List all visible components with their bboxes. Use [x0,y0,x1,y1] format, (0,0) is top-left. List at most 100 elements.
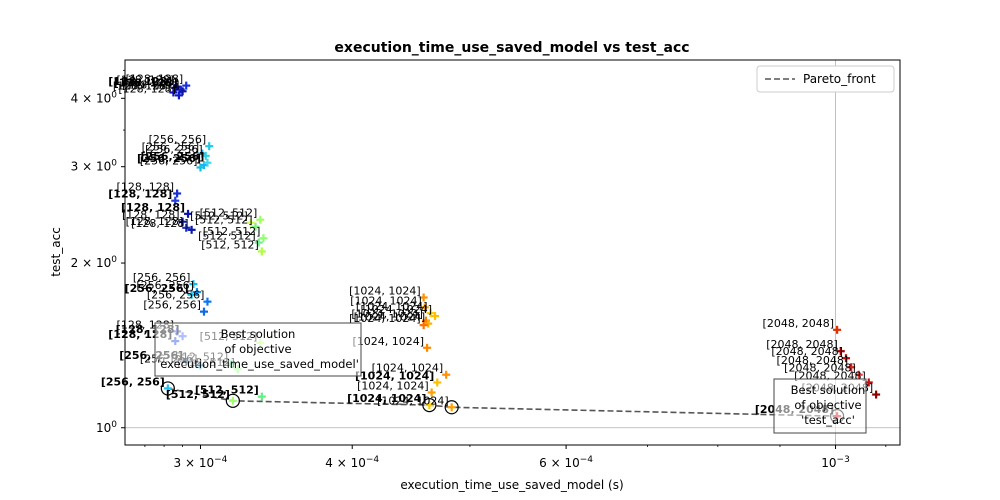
point-label: [512, 512] [195,384,259,397]
point-label: [256, 256] [145,143,203,156]
point-label: [256, 256] [142,141,200,154]
annotation-line: of objective [224,342,291,356]
point-label: [1024, 1024] [377,394,449,407]
data-point [841,354,850,363]
pareto-point-circle [444,400,459,415]
point-label: [128, 128] [108,188,172,201]
data-point [259,234,268,243]
x-tick-label: 3 × 10−4 [174,455,228,470]
y-tick-label: 2 × 100 [71,255,118,270]
point-label: [1024, 1024] [347,392,426,405]
data-point [182,223,191,232]
x-tick-label: 10−3 [821,455,850,470]
data-point [192,288,201,297]
point-label: [128, 128] [122,209,180,222]
data-point [187,290,196,299]
data-point [184,209,193,218]
point-label: [1024, 1024] [354,311,426,324]
y-tick-label: 100 [96,420,117,435]
point-label: [512, 512] [200,207,258,220]
point-label: [1024, 1024] [372,362,444,375]
x-axis-ticks: 3 × 10−4 4 × 10−4 6 × 10−4 10−3 [144,445,887,470]
data-point [433,378,442,387]
data-point [178,217,187,226]
annotation-line: of objective [794,398,861,412]
point-label: [1024, 1024] [357,379,429,392]
point-label: [512, 512] [201,238,259,251]
annotation-line: 'execution_time_use_saved_model' [157,357,359,371]
annotation-box [773,378,867,434]
plot-background [125,60,900,445]
data-point [171,83,180,92]
point-label: [256, 256] [140,154,198,167]
data-point [201,151,210,160]
data-point [423,343,432,352]
point-label: [512, 512] [166,388,230,401]
point-label: [1024, 1024] [360,303,432,316]
data-point [196,163,205,172]
point-label: [1024, 1024] [355,369,434,382]
data-point [854,370,863,379]
data-point [174,91,183,100]
data-point [173,189,182,198]
y-tick-label: 3 × 100 [71,159,118,174]
point-label: [1024, 1024] [351,308,423,321]
point-label: [2048, 2048] [777,354,849,367]
y-tick-label: 4 × 100 [71,90,118,105]
point-label: [2048, 2048] [766,338,838,351]
point-label: [1024, 1024] [356,300,428,313]
point-label: [128, 128] [118,82,176,95]
point-label: [256, 256] [149,133,207,146]
point-label: [2048, 2048] [784,362,856,375]
annotation-line: 'test_acc' [801,413,855,427]
point-label: [128, 128] [121,201,185,214]
point-label: [2048, 2048] [771,345,843,358]
data-point [251,222,260,231]
point-label: [2048, 2048] [763,317,835,330]
point-label: [1024, 1024] [349,312,421,325]
plot-frame [124,59,901,446]
chart-title: execution_time_use_saved_model vs test_a… [334,40,689,56]
data-point [246,218,255,227]
data-point [228,396,237,405]
data-point [178,87,187,96]
data-point [189,280,198,289]
data-point [420,303,429,312]
point-label: [512, 512] [203,225,261,238]
data-point [171,196,180,205]
point-label: [256, 256] [147,289,205,302]
legend-entry-pareto: Pareto_front [803,72,876,86]
data-point [847,363,856,372]
point-label: [256, 256] [133,271,191,284]
point-label: [256, 256] [101,375,165,388]
point-label: [256, 256] [137,152,201,165]
data-point [254,238,263,247]
pareto-point-circle [422,398,437,413]
point-label: [128, 128] [117,74,175,87]
point-label: [512, 512] [195,214,253,227]
point-label: [128, 128] [131,217,189,230]
point-label: [256, 256] [140,150,204,163]
plot-area: [128, 128][128, 128][128, 128][128, 128]… [101,60,900,445]
point-label: [128, 128] [117,180,175,193]
annotation-line: Best solution [221,327,296,341]
legend-box [756,65,895,93]
pareto-point-circle [225,393,240,408]
x-axis-label: execution_time_use_saved_model (s) [400,478,623,492]
data-point [419,321,428,330]
data-point [425,401,434,410]
data-point [424,319,433,328]
annotation-box [154,322,362,377]
data-point [203,297,212,306]
data-point [256,215,265,224]
data-point [442,370,451,379]
data-point [431,312,440,321]
point-label: [128, 128] [113,79,171,92]
point-label: [128, 128] [114,77,178,90]
point-label: [512, 512] [198,230,256,243]
point-label: [128, 128] [126,215,184,228]
data-point [257,392,266,401]
